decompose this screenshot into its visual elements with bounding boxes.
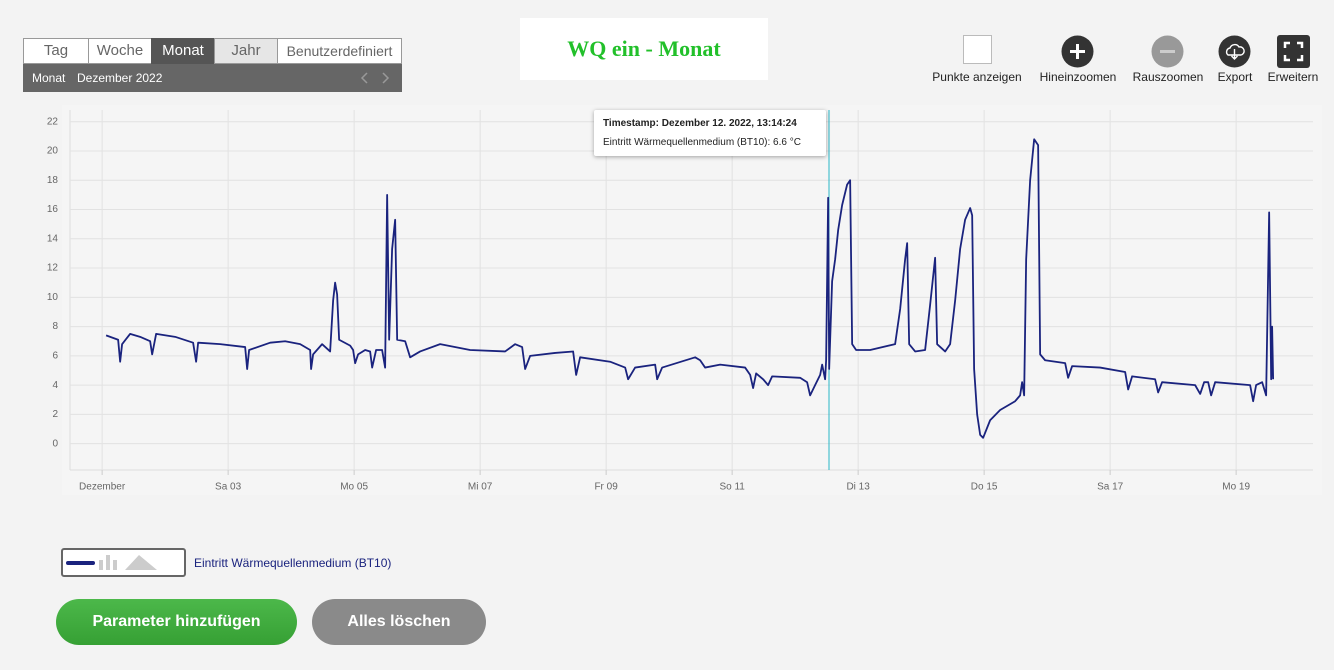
x-tick-label: Di 13 bbox=[846, 482, 870, 493]
x-tick-label: Dezember bbox=[79, 482, 126, 493]
x-tick-label: Fr 09 bbox=[594, 482, 618, 493]
tab[interactable]: Tag bbox=[23, 38, 89, 64]
plot-panel bbox=[62, 105, 1322, 495]
add-parameter-button[interactable]: Parameter hinzufügen bbox=[56, 599, 297, 645]
y-tick-label: 12 bbox=[47, 263, 59, 274]
toolbar-label: Rauszoomen bbox=[1132, 70, 1204, 84]
legend-toggle[interactable] bbox=[61, 548, 186, 577]
y-tick-label: 6 bbox=[52, 350, 58, 361]
y-tick-label: 14 bbox=[47, 233, 59, 244]
tooltip: Timestamp: Dezember 12. 2022, 13:14:24 E… bbox=[594, 110, 826, 156]
x-tick-label: Mo 05 bbox=[340, 482, 368, 493]
toolbar-label: Export bbox=[1217, 70, 1253, 84]
x-tick-label: So 11 bbox=[719, 482, 745, 493]
tab[interactable]: Benutzerdefiniert bbox=[277, 38, 402, 64]
tooltip-text: Eintritt Wärmequellenmedium (BT10): 6.6 … bbox=[603, 137, 801, 148]
legend-label[interactable]: Eintritt Wärmequellenmedium (BT10) bbox=[194, 556, 392, 570]
tab-active[interactable]: Monat bbox=[151, 38, 215, 64]
y-tick-label: 8 bbox=[52, 321, 58, 332]
legend-icon bbox=[66, 555, 157, 570]
checkbox[interactable] bbox=[963, 35, 992, 64]
y-tick-label: 16 bbox=[47, 204, 59, 215]
y-tick-label: 22 bbox=[47, 116, 59, 127]
export-icon[interactable] bbox=[1218, 35, 1251, 68]
y-tick-label: 18 bbox=[47, 175, 59, 186]
zoom-out-icon[interactable] bbox=[1151, 35, 1184, 68]
y-tick-label: 2 bbox=[52, 409, 58, 420]
x-tick-label: Mo 19 bbox=[1222, 482, 1250, 493]
y-tick-label: 4 bbox=[52, 380, 58, 391]
period-arrows[interactable] bbox=[359, 71, 391, 85]
period-label: Monat bbox=[32, 71, 66, 85]
tab[interactable]: Jahr bbox=[214, 38, 278, 64]
x-tick-label: Mi 07 bbox=[468, 482, 493, 493]
toolbar-label: Erweitern bbox=[1267, 70, 1319, 84]
page-title: WQ ein - Monat bbox=[520, 18, 768, 80]
toolbar-label: Punkte anzeigen bbox=[932, 70, 1022, 84]
period-value: Dezember 2022 bbox=[77, 71, 163, 85]
zoom-in-icon[interactable] bbox=[1061, 35, 1094, 68]
y-tick-label: 20 bbox=[47, 146, 59, 157]
y-tick-label: 0 bbox=[52, 438, 58, 449]
tab[interactable]: Woche bbox=[88, 38, 152, 64]
clear-button[interactable]: Alles löschen bbox=[312, 599, 486, 645]
x-tick-label: Sa 17 bbox=[1097, 482, 1124, 493]
period-bar: Monat Dezember 2022 bbox=[23, 64, 402, 92]
x-tick-label: Do 15 bbox=[971, 482, 998, 493]
x-tick-label: Sa 03 bbox=[215, 482, 242, 493]
data-line bbox=[105, 138, 1275, 439]
y-tick-label: 10 bbox=[47, 292, 59, 303]
expand-icon[interactable] bbox=[1277, 35, 1310, 68]
tooltip-title: Timestamp: Dezember 12. 2022, 13:14:24 bbox=[603, 118, 797, 129]
toolbar-label: Hineinzoomen bbox=[1039, 70, 1117, 84]
